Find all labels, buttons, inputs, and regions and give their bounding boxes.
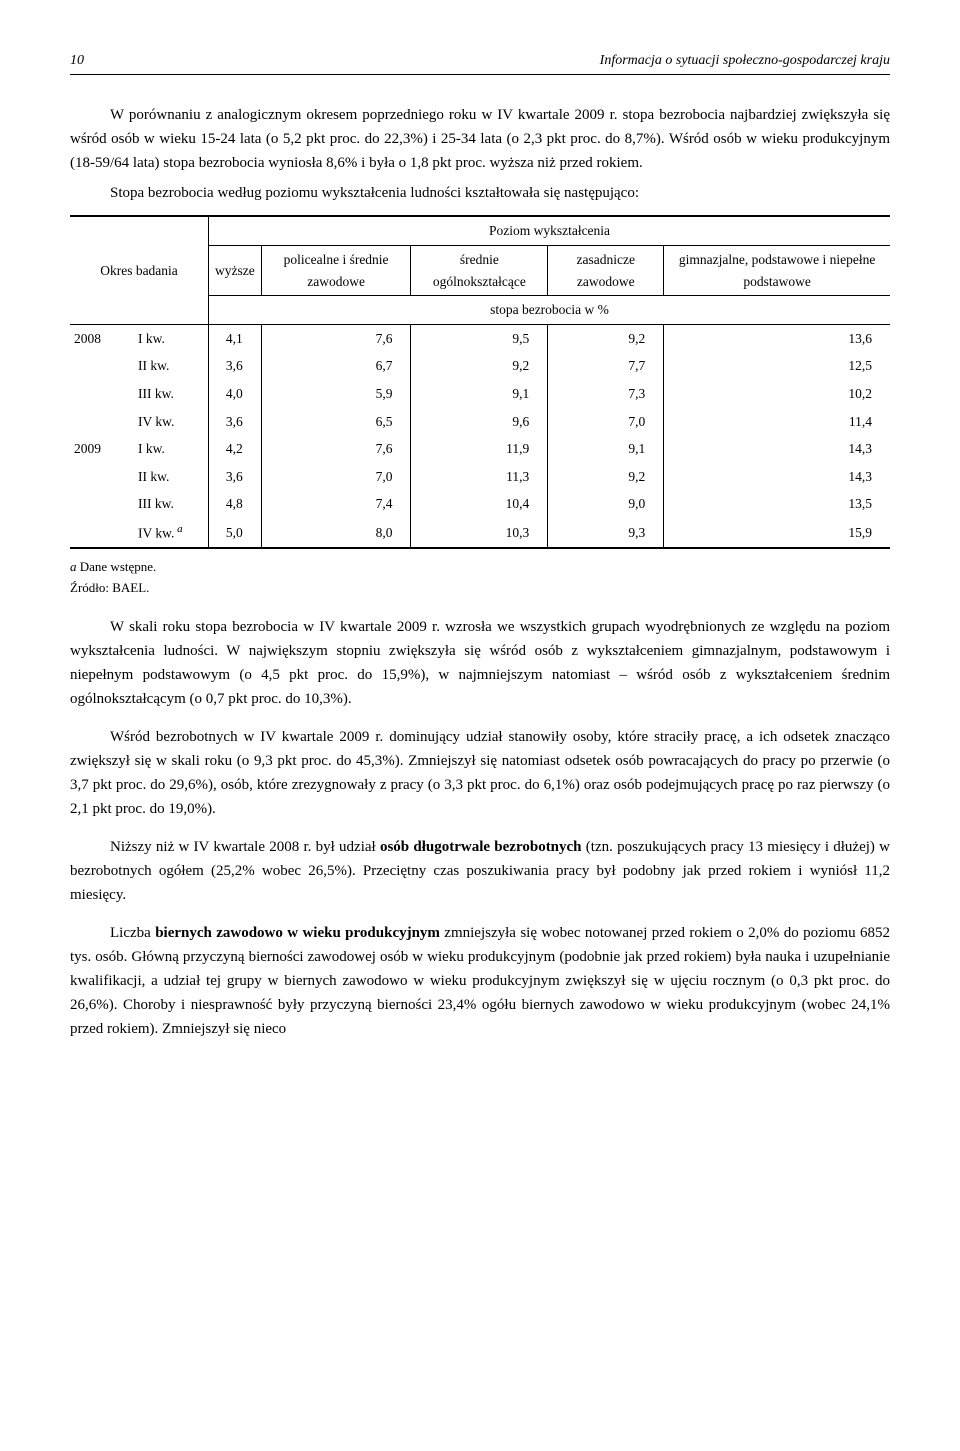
cell-value: 13,5 <box>664 490 890 518</box>
cell-value: 11,9 <box>411 435 548 463</box>
cell-value: 6,5 <box>261 408 411 436</box>
cell-value: 4,1 <box>209 324 262 352</box>
table-row: II kw.3,67,011,39,214,3 <box>70 463 890 491</box>
cell-value: 6,7 <box>261 352 411 380</box>
col-3: zasadnicze zawodowe <box>548 245 664 295</box>
col-2: średnie ogólnokształcące <box>411 245 548 295</box>
paragraph-2: Stopa bezrobocia według poziomu wykształ… <box>70 181 890 205</box>
cell-value: 3,6 <box>209 408 262 436</box>
cell-value: 5,9 <box>261 380 411 408</box>
row-header: Okres badania <box>70 216 209 324</box>
cell-quarter: II kw. <box>132 352 209 380</box>
table-row: III kw.4,05,99,17,310,2 <box>70 380 890 408</box>
cell-value: 3,6 <box>209 463 262 491</box>
cell-value: 9,0 <box>548 490 664 518</box>
cell-value: 12,5 <box>664 352 890 380</box>
table-row: 2009I kw.4,27,611,99,114,3 <box>70 435 890 463</box>
cell-year <box>70 408 132 436</box>
cell-quarter: I kw. <box>132 324 209 352</box>
cell-value: 9,1 <box>411 380 548 408</box>
cell-quarter: IV kw. <box>132 408 209 436</box>
cell-value: 4,8 <box>209 490 262 518</box>
cell-quarter: II kw. <box>132 463 209 491</box>
cell-year <box>70 352 132 380</box>
cell-value: 14,3 <box>664 463 890 491</box>
cell-value: 8,0 <box>261 518 411 548</box>
p6-pre: Liczba <box>110 925 155 941</box>
cell-value: 4,0 <box>209 380 262 408</box>
col-1: policealne i średnie zawodowe <box>261 245 411 295</box>
col-4: gimnazjalne, podstawowe i niepełne podst… <box>664 245 890 295</box>
table-row: IV kw. a5,08,010,39,315,9 <box>70 518 890 548</box>
cell-value: 9,5 <box>411 324 548 352</box>
cell-value: 3,6 <box>209 352 262 380</box>
cell-value: 9,2 <box>548 324 664 352</box>
paragraph-3: W skali roku stopa bezrobocia w IV kwart… <box>70 615 890 711</box>
cell-value: 9,2 <box>548 463 664 491</box>
p5-bold: osób długotrwale bezrobotnych <box>380 839 582 855</box>
running-title: Informacja o sytuacji społeczno-gospodar… <box>600 50 890 72</box>
cell-value: 7,4 <box>261 490 411 518</box>
cell-value: 10,3 <box>411 518 548 548</box>
cell-value: 7,0 <box>261 463 411 491</box>
table-row: III kw.4,87,410,49,013,5 <box>70 490 890 518</box>
cell-value: 9,3 <box>548 518 664 548</box>
cell-quarter: I kw. <box>132 435 209 463</box>
cell-value: 9,6 <box>411 408 548 436</box>
cell-year <box>70 380 132 408</box>
cell-value: 11,3 <box>411 463 548 491</box>
footnote-a: Dane wstępne. <box>77 559 157 574</box>
cell-value: 4,2 <box>209 435 262 463</box>
cell-value: 7,6 <box>261 324 411 352</box>
p6-post: zmniejszyła się wobec notowanej przed ro… <box>70 925 890 1037</box>
cell-value: 10,2 <box>664 380 890 408</box>
education-unemployment-table: Okres badania Poziom wykształcenia wyższ… <box>70 215 890 549</box>
cell-year: 2009 <box>70 435 132 463</box>
paragraph-1: W porównaniu z analogicznym okresem popr… <box>70 103 890 175</box>
cell-value: 7,0 <box>548 408 664 436</box>
cell-value: 7,3 <box>548 380 664 408</box>
table-row: IV kw.3,66,59,67,011,4 <box>70 408 890 436</box>
cell-quarter: IV kw. a <box>132 518 209 548</box>
cell-value: 15,9 <box>664 518 890 548</box>
table-row: II kw.3,66,79,27,712,5 <box>70 352 890 380</box>
cell-value: 9,2 <box>411 352 548 380</box>
cell-value: 5,0 <box>209 518 262 548</box>
paragraph-4: Wśród bezrobotnych w IV kwartale 2009 r.… <box>70 725 890 821</box>
paragraph-6: Liczba biernych zawodowo w wieku produkc… <box>70 921 890 1041</box>
footnote-source: Źródło: BAEL. <box>70 580 149 595</box>
cell-value: 7,7 <box>548 352 664 380</box>
sub-header: stopa bezrobocia w % <box>209 296 891 325</box>
p5-pre: Niższy niż w IV kwartale 2008 r. był udz… <box>110 839 380 855</box>
cell-value: 9,1 <box>548 435 664 463</box>
page-number: 10 <box>70 50 84 72</box>
table-footnotes: a Dane wstępne. Źródło: BAEL. <box>70 557 890 599</box>
cell-quarter: III kw. <box>132 380 209 408</box>
group-header: Poziom wykształcenia <box>209 216 891 245</box>
table-row: 2008I kw.4,17,69,59,213,6 <box>70 324 890 352</box>
cell-value: 14,3 <box>664 435 890 463</box>
cell-quarter: III kw. <box>132 490 209 518</box>
cell-year: 2008 <box>70 324 132 352</box>
cell-value: 13,6 <box>664 324 890 352</box>
cell-value: 10,4 <box>411 490 548 518</box>
running-header: 10 Informacja o sytuacji społeczno-gospo… <box>70 50 890 75</box>
cell-year <box>70 490 132 518</box>
cell-value: 7,6 <box>261 435 411 463</box>
paragraph-5: Niższy niż w IV kwartale 2008 r. był udz… <box>70 835 890 907</box>
cell-year <box>70 463 132 491</box>
cell-value: 11,4 <box>664 408 890 436</box>
cell-year <box>70 518 132 548</box>
col-0: wyższe <box>209 245 262 295</box>
table-body: 2008I kw.4,17,69,59,213,6II kw.3,66,79,2… <box>70 324 890 548</box>
p6-bold: biernych zawodowo w wieku produkcyjnym <box>155 925 440 941</box>
